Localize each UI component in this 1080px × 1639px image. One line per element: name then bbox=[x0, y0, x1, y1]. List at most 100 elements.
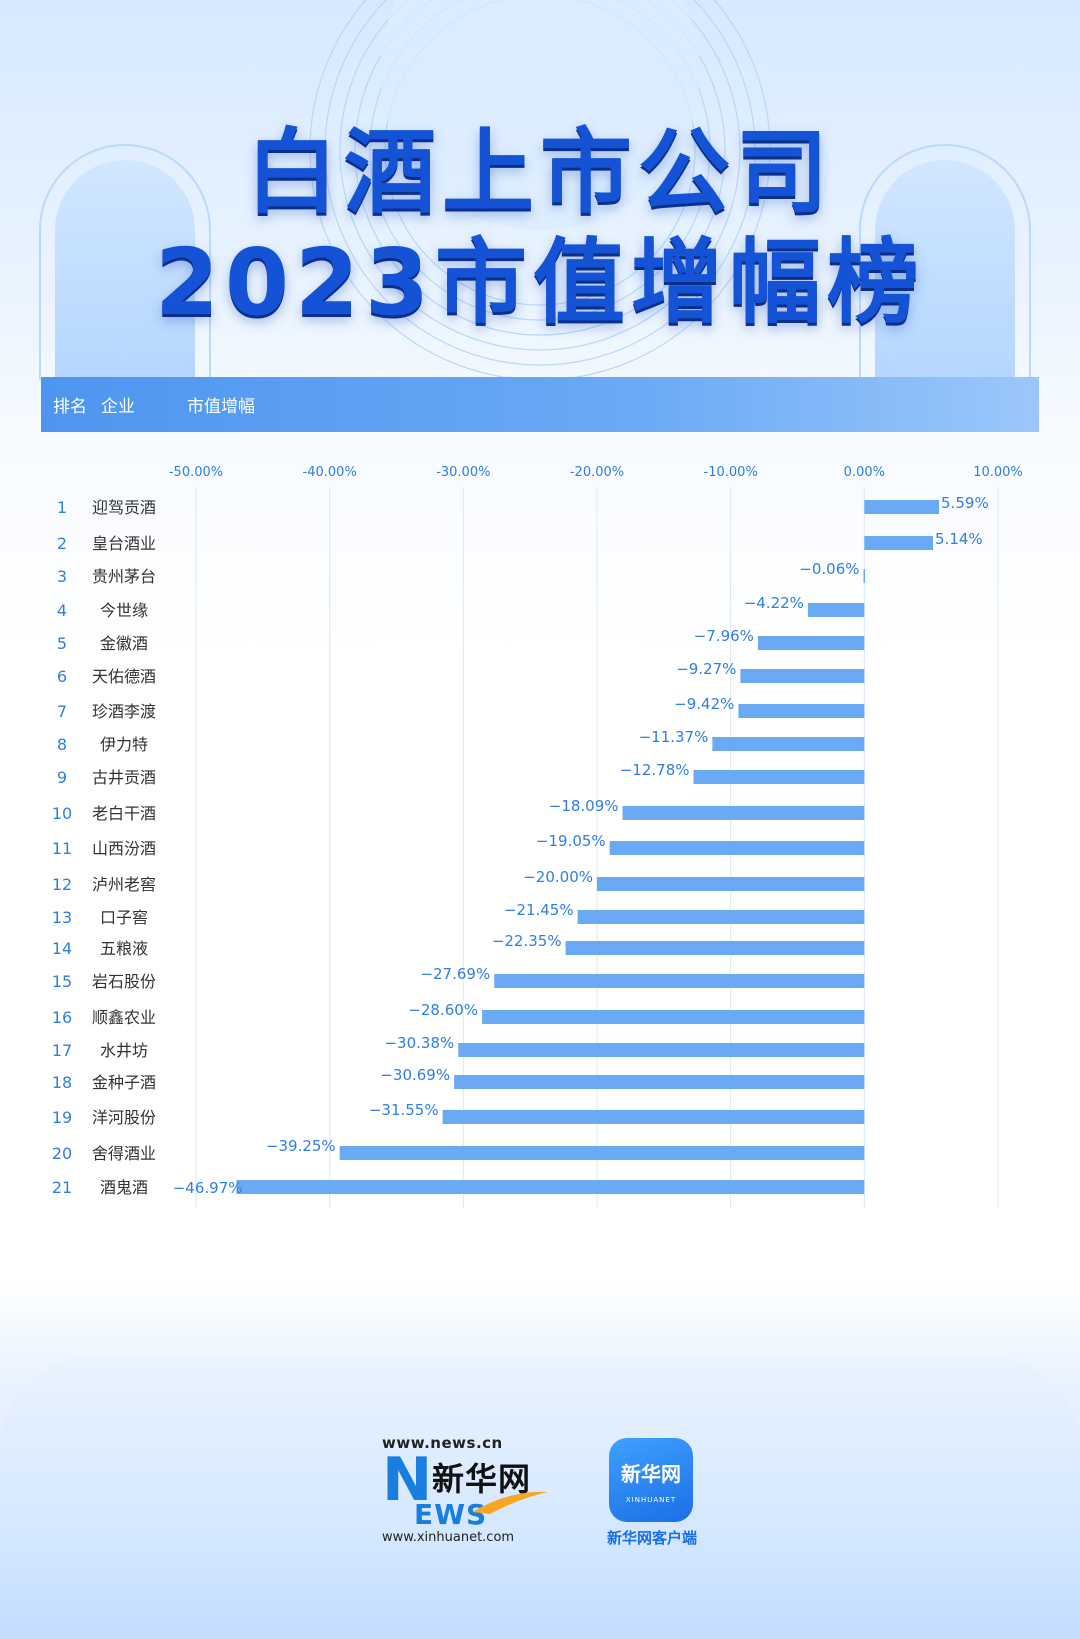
rank-label: 19 bbox=[52, 1108, 72, 1127]
app-icon-text: 新华网 bbox=[621, 1462, 681, 1486]
logo-url-bottom: www.xinhuanet.com bbox=[382, 1530, 515, 1545]
rank-label: 12 bbox=[52, 875, 72, 894]
x-tick-label: 0.00% bbox=[844, 465, 885, 480]
company-label: 金种子酒 bbox=[92, 1073, 156, 1092]
company-label: 天佑德酒 bbox=[92, 667, 156, 686]
bar bbox=[807, 603, 865, 617]
bar bbox=[863, 569, 866, 583]
company-label: 舍得酒业 bbox=[92, 1144, 156, 1163]
bar bbox=[864, 536, 934, 550]
value-label: −7.96% bbox=[694, 627, 754, 645]
company-label: 珍酒李渡 bbox=[92, 702, 156, 721]
logo-brand-name: 新华网 bbox=[432, 1460, 532, 1498]
company-label: 五粮液 bbox=[100, 939, 148, 958]
bar bbox=[236, 1180, 865, 1194]
table-header-bar: 排名 企业 市值增幅 bbox=[41, 377, 1039, 432]
bar bbox=[622, 806, 865, 820]
value-label: −19.05% bbox=[536, 832, 606, 850]
value-label: 5.14% bbox=[935, 530, 983, 548]
bar bbox=[565, 941, 865, 955]
rank-label: 14 bbox=[52, 939, 72, 958]
x-tick-label: -10.00% bbox=[704, 465, 758, 480]
rank-label: 15 bbox=[52, 972, 72, 991]
rank-label: 11 bbox=[52, 839, 72, 858]
header-rank-label: 排名 bbox=[53, 397, 87, 417]
company-label: 酒鬼酒 bbox=[100, 1178, 148, 1197]
company-label: 伊力特 bbox=[100, 735, 148, 754]
bar bbox=[609, 841, 865, 855]
rank-label: 3 bbox=[57, 567, 67, 586]
rank-label: 18 bbox=[52, 1073, 72, 1092]
value-label: −21.45% bbox=[504, 901, 574, 919]
company-label: 洋河股份 bbox=[92, 1108, 156, 1127]
app-name-label: 新华网客户端 bbox=[606, 1529, 697, 1547]
rank-label: 1 bbox=[57, 498, 67, 517]
bar bbox=[577, 910, 865, 924]
x-tick-label: -40.00% bbox=[303, 465, 357, 480]
rank-label: 5 bbox=[57, 634, 67, 653]
company-label: 水井坊 bbox=[100, 1041, 148, 1060]
company-label: 岩石股份 bbox=[92, 972, 156, 991]
bar bbox=[482, 1010, 865, 1024]
value-label: −4.22% bbox=[744, 594, 804, 612]
company-label: 泸州老窖 bbox=[92, 875, 156, 894]
rank-label: 9 bbox=[57, 768, 67, 787]
header-growth-label: 市值增幅 bbox=[187, 397, 255, 417]
header-company-label: 企业 bbox=[101, 397, 135, 417]
rank-label: 21 bbox=[52, 1178, 72, 1197]
x-tick-label: -20.00% bbox=[570, 465, 624, 480]
company-label: 贵州茅台 bbox=[92, 567, 156, 586]
company-label: 口子窖 bbox=[100, 908, 148, 927]
value-label: −0.06% bbox=[799, 560, 859, 578]
header-decoration bbox=[39, 0, 1031, 380]
x-tick-label: -30.00% bbox=[436, 465, 490, 480]
app-icon[interactable]: 新华网 XINHUANET bbox=[609, 1438, 693, 1522]
rank-label: 8 bbox=[57, 735, 67, 754]
bar bbox=[740, 669, 865, 683]
x-tick-label: 10.00% bbox=[973, 465, 1023, 480]
page-title-line2: 2023市值增幅榜 bbox=[154, 229, 926, 336]
value-label: −39.25% bbox=[266, 1137, 336, 1155]
company-label: 皇台酒业 bbox=[92, 534, 156, 553]
rank-label: 20 bbox=[52, 1144, 72, 1163]
bar bbox=[339, 1146, 865, 1160]
rank-label: 16 bbox=[52, 1008, 72, 1027]
rank-label: 4 bbox=[57, 601, 67, 620]
rank-label: 6 bbox=[57, 667, 67, 686]
company-label: 顺鑫农业 bbox=[92, 1008, 156, 1027]
rank-label: 13 bbox=[52, 908, 72, 927]
bar bbox=[454, 1075, 865, 1089]
company-label: 山西汾酒 bbox=[92, 839, 156, 858]
value-label: −22.35% bbox=[492, 932, 562, 950]
value-label: −12.78% bbox=[620, 761, 690, 779]
company-label: 老白干酒 bbox=[92, 804, 156, 823]
bar bbox=[494, 974, 865, 988]
bar bbox=[738, 704, 865, 718]
value-label: −9.42% bbox=[674, 695, 734, 713]
value-label: −20.00% bbox=[523, 868, 593, 886]
app-icon-subtext: XINHUANET bbox=[625, 1496, 677, 1504]
value-label: −30.69% bbox=[380, 1066, 450, 1084]
footer-panel bbox=[0, 1358, 1080, 1639]
value-label: −46.97% bbox=[173, 1179, 243, 1197]
bar bbox=[442, 1110, 865, 1124]
logo-letter-n: N bbox=[382, 1445, 433, 1515]
company-label: 迎驾贡酒 bbox=[92, 498, 156, 517]
logo-letters-ews: EWS bbox=[414, 1498, 488, 1531]
rank-label: 7 bbox=[57, 702, 67, 721]
bar bbox=[458, 1043, 865, 1057]
bar bbox=[757, 636, 865, 650]
company-label: 今世缘 bbox=[100, 601, 148, 620]
logo-swoosh-icon bbox=[472, 1491, 548, 1514]
value-label: −31.55% bbox=[369, 1101, 439, 1119]
value-label: 5.59% bbox=[941, 494, 989, 512]
growth-bar-chart: -50.00% -40.00% -30.00% -20.00% -10.00% 0.00%… bbox=[52, 465, 1023, 1208]
value-label: −18.09% bbox=[549, 797, 619, 815]
x-tick-label: -50.00% bbox=[169, 465, 223, 480]
bar bbox=[864, 500, 940, 514]
company-label: 金徽酒 bbox=[100, 634, 148, 653]
value-label: −30.38% bbox=[384, 1034, 454, 1052]
rank-label: 17 bbox=[52, 1041, 72, 1060]
page-title-line1: 白酒上市公司 bbox=[245, 119, 834, 226]
bar bbox=[597, 877, 865, 891]
